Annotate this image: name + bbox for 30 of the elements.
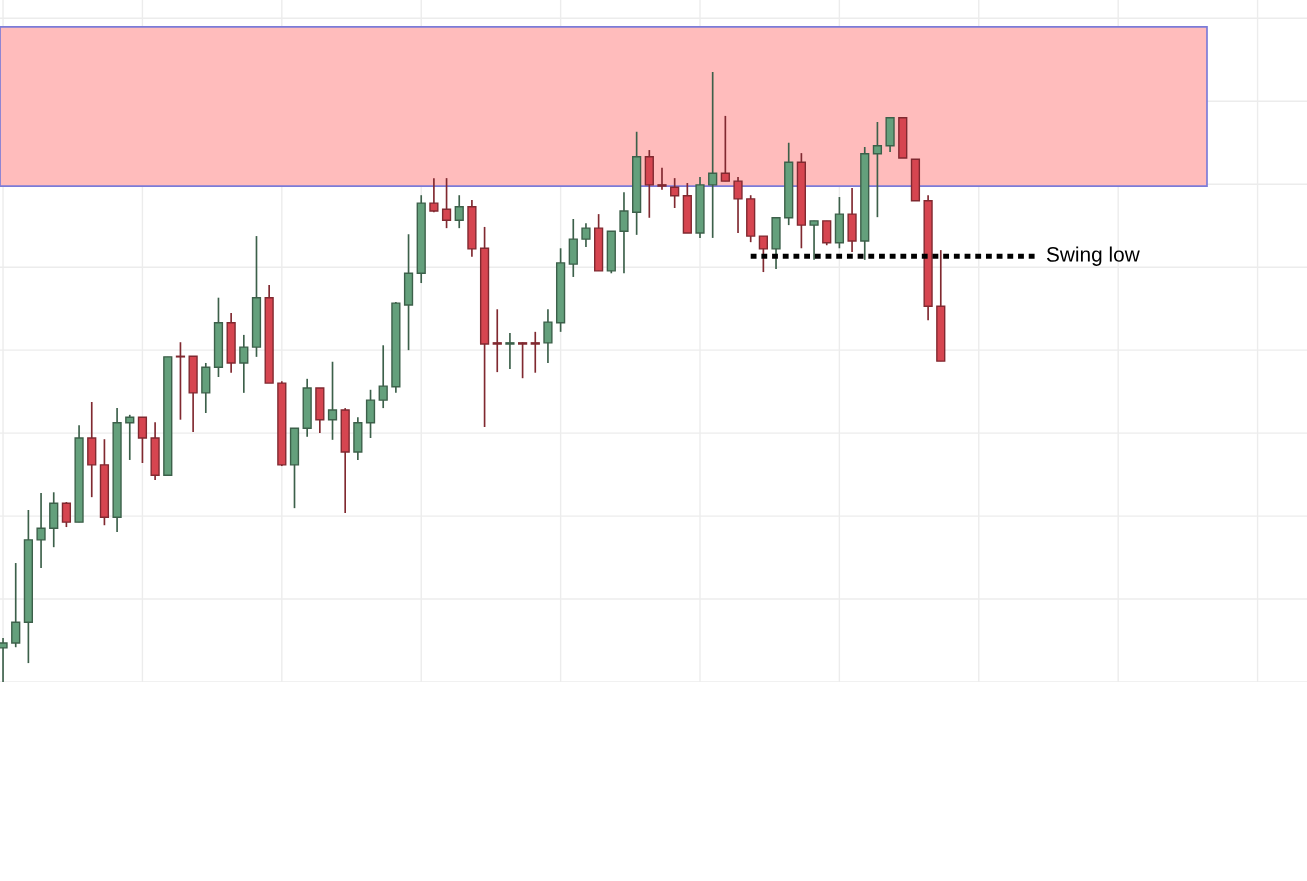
ref-line-label: Swing low [1046, 246, 1140, 266]
candlestick [733, 176, 743, 234]
candlestick [0, 637, 8, 682]
candlestick [327, 360, 338, 441]
candlestick [365, 388, 376, 439]
candlestick [657, 166, 667, 191]
candlestick [581, 222, 591, 248]
candlestick [708, 71, 718, 239]
candlestick [137, 416, 148, 464]
candlestick [454, 194, 464, 229]
candlestick [720, 115, 730, 183]
candlestick [36, 492, 46, 569]
candlestick [492, 308, 502, 373]
candlestick [619, 191, 629, 275]
candlestick [505, 332, 515, 370]
candlestick [543, 308, 553, 364]
candlestick [530, 331, 540, 374]
candlestick [517, 341, 528, 380]
candlestick [872, 121, 883, 219]
candlestick [670, 177, 680, 209]
candlestick [175, 341, 186, 421]
candlestick [429, 177, 439, 214]
candlestick [758, 235, 768, 273]
candlestick [441, 177, 452, 229]
candlestick [239, 334, 249, 394]
candlestick [809, 219, 819, 261]
candlestick [11, 562, 21, 649]
candlestick [822, 219, 832, 247]
candlestick [61, 501, 72, 528]
candlestick [378, 344, 388, 409]
